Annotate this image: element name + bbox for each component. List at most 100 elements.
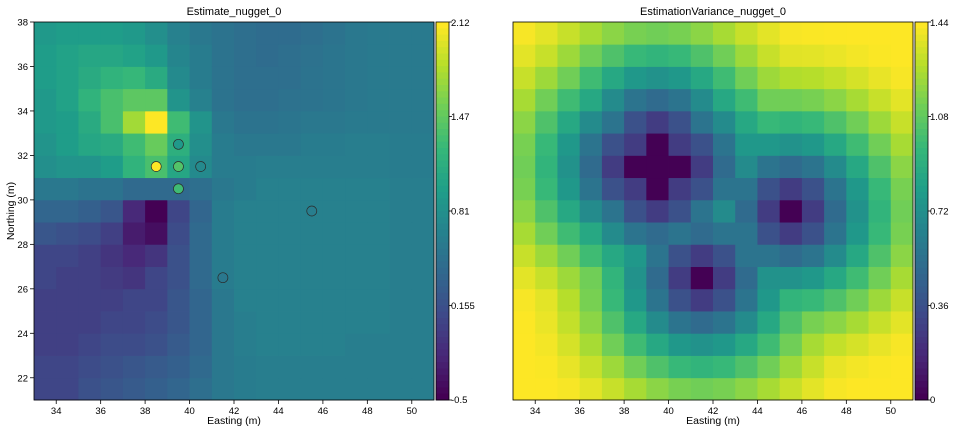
heatmap-cell — [367, 199, 390, 223]
colorbar-segment — [436, 185, 449, 193]
heatmap-cell — [601, 355, 625, 379]
heatmap-cell — [322, 133, 346, 156]
heatmap-cell — [145, 133, 168, 156]
heatmap-cell — [78, 355, 102, 379]
heatmap-cell — [145, 110, 168, 134]
heatmap-cell — [322, 22, 346, 45]
heatmap-cell — [824, 155, 847, 179]
colorbar-segment — [436, 160, 449, 168]
heatmap-cell — [668, 44, 692, 67]
x-tick-label: 40 — [184, 406, 195, 417]
heatmap-cell — [300, 222, 324, 245]
colorbar-segment — [915, 343, 928, 351]
heatmap-cell — [579, 377, 603, 401]
heatmap-cell — [256, 155, 279, 179]
colorbar-segment — [915, 229, 928, 237]
heatmap-cell — [100, 377, 124, 401]
colorbar-segment — [436, 59, 449, 67]
colorbar-tick-label: 0 — [930, 395, 935, 406]
heatmap-cell — [601, 22, 625, 45]
colorbar-segment — [436, 387, 449, 395]
heatmap-cell — [601, 333, 625, 356]
colorbar-segment — [915, 374, 928, 382]
colorbar-segment — [436, 53, 449, 61]
heatmap-cell — [868, 288, 892, 312]
heatmap-cell — [145, 44, 168, 67]
heatmap-cell — [513, 88, 536, 112]
heatmap-cell — [367, 266, 390, 290]
heatmap-cell — [757, 44, 781, 67]
heatmap-cell — [34, 355, 57, 379]
colorbar-segment — [915, 381, 928, 388]
heatmap-cell — [668, 199, 692, 223]
colorbar-segment — [436, 393, 449, 401]
heatmap-cell — [278, 355, 302, 379]
heatmap-cell — [735, 88, 758, 112]
colorbar-segment — [436, 248, 449, 256]
heatmap-cell — [535, 377, 558, 401]
heatmap-cell — [189, 266, 213, 290]
heatmap-cell — [624, 288, 647, 312]
heatmap-cell — [890, 22, 914, 45]
heatmap-cell — [690, 155, 714, 179]
colorbar-tick-label: 0.155 — [451, 301, 475, 312]
heatmap-cell — [56, 244, 79, 267]
heatmap-cell — [122, 377, 146, 401]
heatmap-cell — [278, 110, 302, 134]
heatmap-cell — [779, 66, 803, 90]
heatmap-cell — [824, 288, 847, 312]
heatmap-cell — [713, 22, 736, 45]
heatmap-cell — [535, 333, 558, 356]
heatmap-cell — [122, 288, 146, 312]
heatmap-cell — [122, 311, 146, 334]
heatmap-cell — [690, 266, 714, 290]
heatmap-cell — [779, 199, 803, 223]
heatmap-cell — [234, 110, 257, 134]
heatmap-cell — [100, 110, 124, 134]
heatmap-cell — [713, 199, 736, 223]
heatmap-cell — [56, 311, 79, 334]
heatmap-cell — [389, 88, 413, 112]
heatmap-cell — [690, 133, 714, 156]
sample-point — [173, 183, 184, 195]
heatmap-cell — [211, 355, 235, 379]
colorbar-segment — [915, 91, 928, 99]
heatmap-cell — [389, 199, 413, 223]
heatmap-cell — [145, 22, 168, 45]
heatmap-cell — [690, 177, 714, 201]
heatmap-cell — [234, 88, 257, 112]
heatmap-cell — [100, 44, 124, 67]
heatmap-cell — [145, 66, 168, 90]
heatmap-cell — [211, 88, 235, 112]
heatmap-cell — [145, 177, 168, 201]
heatmap-cell — [846, 222, 869, 245]
heatmap-cell — [713, 288, 736, 312]
colorbar-segment — [915, 305, 928, 313]
heatmap-cell — [557, 44, 581, 67]
colorbar-segment — [436, 330, 449, 338]
heatmap-cell — [801, 155, 825, 179]
heatmap-cell — [100, 311, 124, 334]
variance-x-ticks: 34 36 38 40 42 44 46 48 50 — [530, 400, 896, 417]
heatmap-cell — [646, 355, 669, 379]
heatmap-cell — [579, 244, 603, 267]
colorbar-segment — [436, 292, 449, 300]
heatmap-cell — [345, 355, 368, 379]
heatmap-cell — [300, 333, 324, 356]
heatmap-cell — [300, 44, 324, 67]
heatmap-cell — [624, 199, 647, 223]
heatmap-cell — [801, 244, 825, 267]
heatmap-cell — [668, 66, 692, 90]
heatmap-cell — [868, 311, 892, 334]
heatmap-cell — [713, 311, 736, 334]
heatmap-cell — [322, 177, 346, 201]
heatmap-cell — [389, 244, 413, 267]
heatmap-cell — [211, 333, 235, 356]
heatmap-cell — [411, 199, 435, 223]
heatmap-cell — [278, 199, 302, 223]
heatmap-cell — [411, 355, 435, 379]
heatmap-cell — [256, 377, 279, 401]
heatmap-cell — [579, 333, 603, 356]
heatmap-cell — [389, 44, 413, 67]
heatmap-cell — [256, 88, 279, 112]
